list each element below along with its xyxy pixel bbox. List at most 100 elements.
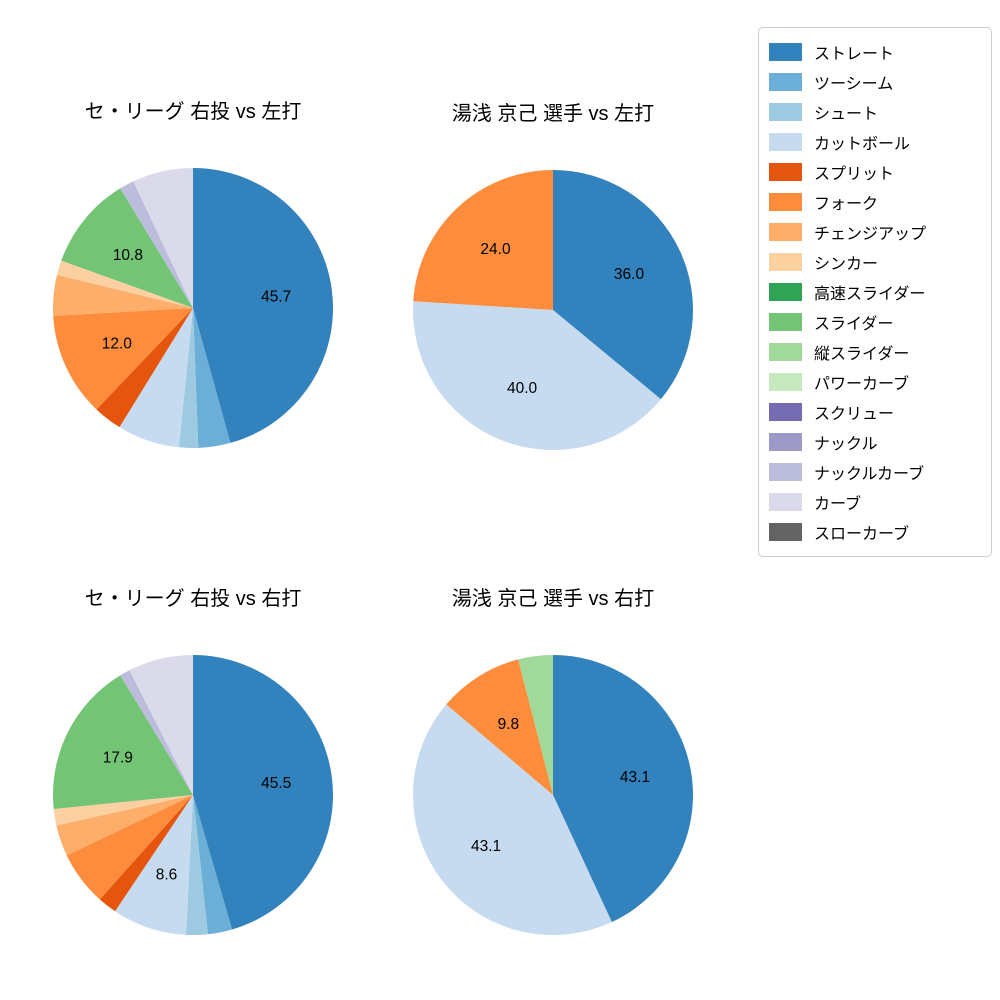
slice-value-label: 43.1 <box>620 769 650 786</box>
pie-player-vs-left: 36.0 40.0 24.0 <box>413 170 693 450</box>
legend-label: スローカーブ <box>814 526 910 543</box>
legend-swatch <box>769 103 802 121</box>
slice-value-label: 10.8 <box>113 247 143 264</box>
legend-swatch <box>769 343 802 361</box>
pie-slice <box>120 670 193 795</box>
pie-slice <box>119 308 193 448</box>
pie-slice <box>53 308 193 410</box>
legend-item: パワーカーブ <box>769 367 981 397</box>
legend-item: 縦スライダー <box>769 337 981 367</box>
chart-title: 湯浅 京己 選手 vs 右打 <box>451 588 655 610</box>
legend-swatch <box>769 523 802 541</box>
legend-swatch <box>769 43 802 61</box>
legend-label: チェンジアップ <box>814 226 927 243</box>
pie-slice <box>553 655 694 923</box>
chart-title: セ・リーグ 右投 vs 左打 <box>84 101 302 123</box>
pie-slice <box>185 795 208 935</box>
legend-swatch <box>769 223 802 241</box>
legend-item: フォーク <box>769 187 981 217</box>
pie-slice <box>61 188 193 308</box>
chart-title: セ・リーグ 右投 vs 右打 <box>84 588 302 610</box>
legend-label: ナックル <box>814 436 878 453</box>
pie-slice <box>133 168 193 308</box>
legend-item: カットボール <box>769 127 981 157</box>
slice-value-label: 45.7 <box>261 289 291 306</box>
legend: ストレートツーシームシュートカットボール スプリットフォークチェンジアップ シンカー… <box>758 27 992 557</box>
legend-items: ストレートツーシームシュートカットボール スプリットフォークチェンジアップ シンカー… <box>769 37 981 547</box>
legend-label: 高速スライダー <box>814 286 926 303</box>
legend-swatch <box>769 493 802 511</box>
pie-slice <box>99 795 193 912</box>
legend-item: ストレート <box>769 37 981 67</box>
pie-slice <box>56 260 193 308</box>
legend-label: パワーカーブ <box>814 376 910 393</box>
legend-item: スプリット <box>769 157 981 187</box>
legend-item: シュート <box>769 97 981 127</box>
pie-slice <box>413 170 553 310</box>
legend-label: スプリット <box>814 166 895 183</box>
legend-label: ストレート <box>814 46 895 63</box>
legend-label: フォーク <box>814 196 879 213</box>
legend-label: カーブ <box>814 496 862 513</box>
pie-slice <box>193 168 333 443</box>
pie-slice <box>115 795 193 935</box>
pie-league-right-vs-left: 45.7 12.0 10.8 <box>52 168 333 448</box>
pie-slice <box>56 795 194 856</box>
legend-swatch <box>769 463 802 481</box>
slice-value-label: 43.1 <box>471 838 501 855</box>
slice-value-label: 24.0 <box>480 241 511 258</box>
legend-swatch <box>769 253 802 271</box>
legend-swatch <box>769 163 802 181</box>
legend-item: スクリュー <box>769 397 981 427</box>
chart-title: 湯浅 京己 選手 vs 左打 <box>451 103 655 125</box>
pie-slice <box>129 655 193 795</box>
slice-value-label: 12.0 <box>102 335 133 352</box>
slice-value-label: 8.6 <box>156 867 178 884</box>
pie-slice <box>518 655 553 795</box>
pie-chart-player-vs-left: 湯浅 京己 選手 vs 左打 36.0 40.0 24.0 <box>383 97 723 480</box>
legend-swatch <box>769 373 802 391</box>
pie-slice <box>193 308 231 448</box>
legend-item: ナックル <box>769 427 981 457</box>
pie-slice <box>193 795 233 935</box>
legend-swatch <box>769 133 802 151</box>
legend-label: スライダー <box>814 316 894 333</box>
pie-slice <box>96 308 193 428</box>
legend-swatch <box>769 403 802 421</box>
legend-label: カットボール <box>814 136 911 153</box>
slice-value-label: 17.9 <box>103 750 133 767</box>
pie-slice <box>53 675 193 810</box>
slice-value-label: 45.5 <box>261 775 291 792</box>
legend-item: スライダー <box>769 307 981 337</box>
legend-label: 縦スライダー <box>814 346 910 363</box>
legend-label: シュート <box>814 106 879 123</box>
legend-item: チェンジアップ <box>769 217 981 247</box>
legend-swatch <box>769 283 802 301</box>
pie-slice <box>120 181 193 308</box>
slice-value-label: 9.8 <box>498 716 520 733</box>
legend-label: ナックルカーブ <box>814 466 925 483</box>
pie-slice <box>553 170 693 400</box>
legend-label: シンカー <box>814 256 879 273</box>
legend-label: スクリュー <box>814 406 895 423</box>
legend-item: シンカー <box>769 247 981 277</box>
legend-item: カーブ <box>769 487 981 517</box>
legend-label: ツーシーム <box>814 76 894 93</box>
legend-item: 高速スライダー <box>769 277 981 307</box>
pie-chart-league-right-vs-right: セ・リーグ 右投 vs 右打 45.5 8.6 17.9 <box>23 582 363 965</box>
legend-item: ツーシーム <box>769 67 981 97</box>
pie-chart-player-vs-right: 湯浅 京己 選手 vs 右打 43.1 43.1 9.8 <box>383 582 723 965</box>
slice-value-label: 36.0 <box>614 266 645 283</box>
legend-swatch <box>769 313 802 331</box>
pie-slice <box>52 274 193 316</box>
legend-swatch <box>769 73 802 91</box>
pie-slice <box>412 704 612 936</box>
pie-chart-league-right-vs-left: セ・リーグ 右投 vs 左打 45.7 12.0 10.8 <box>23 95 363 478</box>
pie-player-vs-right: 43.1 43.1 9.8 <box>412 655 694 936</box>
pie-slice <box>66 795 193 900</box>
pie-slice <box>413 301 661 450</box>
slice-value-label: 40.0 <box>507 380 538 397</box>
pie-league-right-vs-right: 45.5 8.6 17.9 <box>53 655 333 935</box>
pie-slice <box>193 655 333 930</box>
